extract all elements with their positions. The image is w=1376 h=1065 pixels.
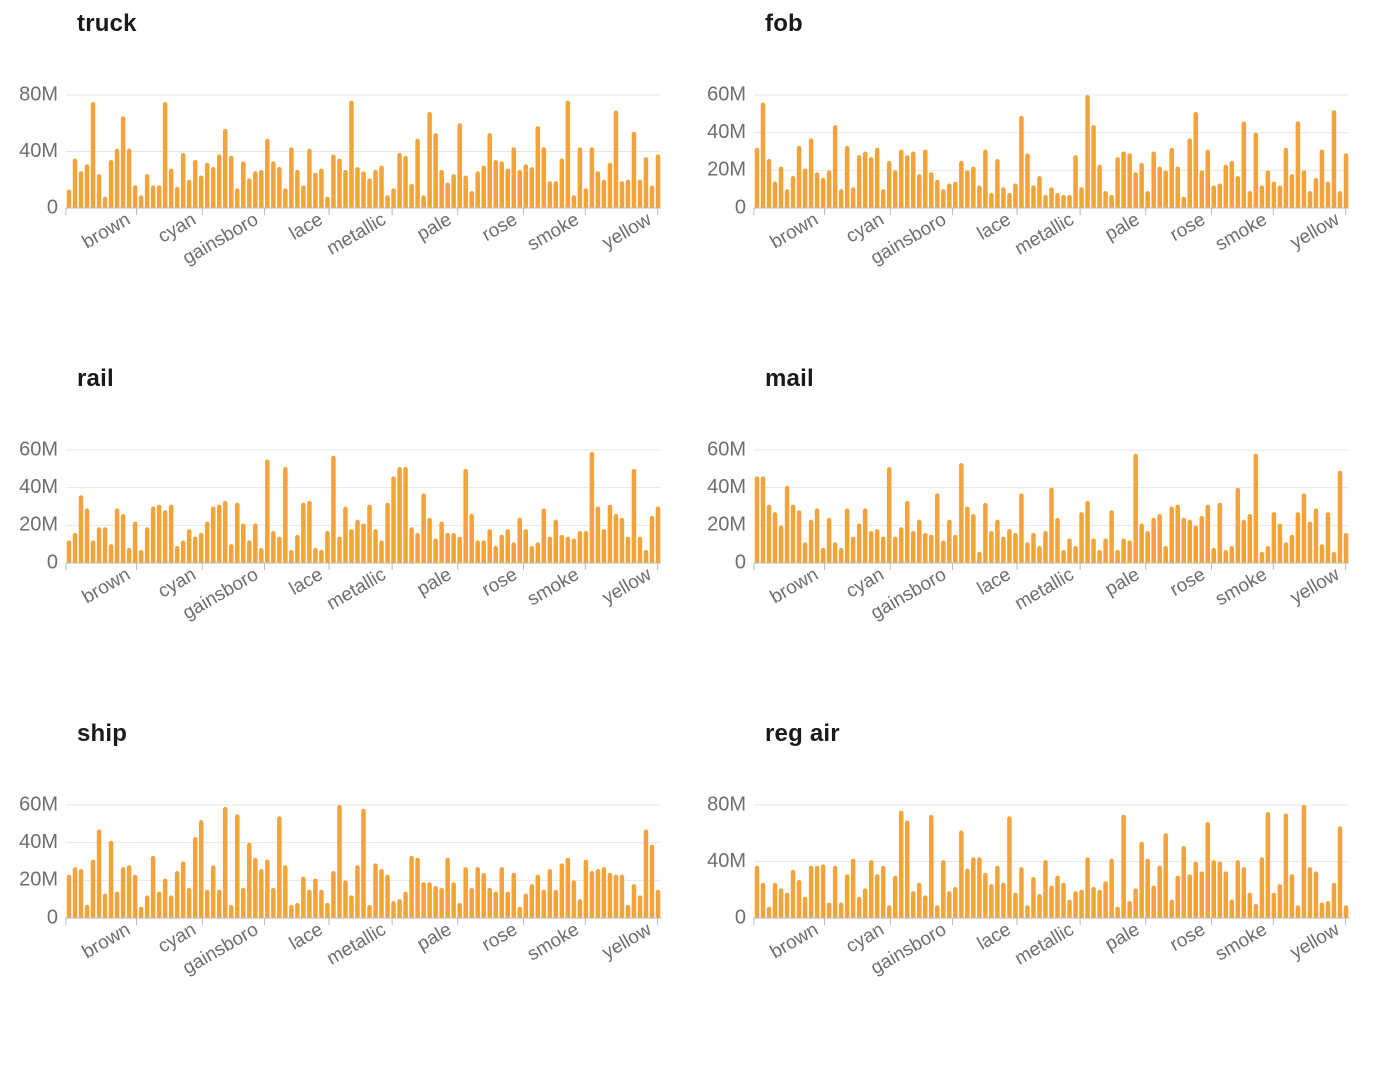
svg-text:0: 0 xyxy=(735,196,746,218)
svg-text:pale: pale xyxy=(1102,209,1144,245)
svg-text:80M: 80M xyxy=(707,793,746,815)
svg-text:rose: rose xyxy=(1166,919,1209,956)
svg-text:40M: 40M xyxy=(19,140,58,162)
svg-text:brown: brown xyxy=(767,564,822,608)
svg-text:yellow: yellow xyxy=(1287,209,1343,254)
svg-text:yellow: yellow xyxy=(1287,919,1343,964)
svg-text:smoke: smoke xyxy=(1212,919,1271,965)
svg-text:cyan: cyan xyxy=(155,919,200,957)
svg-text:cyan: cyan xyxy=(155,209,200,247)
svg-text:40M: 40M xyxy=(707,121,746,143)
svg-text:yellow: yellow xyxy=(599,209,655,254)
svg-text:metallic: metallic xyxy=(323,209,389,259)
svg-text:smoke: smoke xyxy=(1212,564,1271,610)
svg-text:brown: brown xyxy=(79,209,134,253)
svg-text:metallic: metallic xyxy=(1011,919,1077,969)
svg-text:smoke: smoke xyxy=(524,564,583,610)
svg-text:0: 0 xyxy=(47,551,58,573)
svg-text:brown: brown xyxy=(79,564,134,608)
svg-text:rose: rose xyxy=(1166,564,1209,601)
svg-text:pale: pale xyxy=(414,564,456,600)
svg-text:lace: lace xyxy=(974,919,1015,955)
svg-text:smoke: smoke xyxy=(1212,209,1271,255)
svg-text:20M: 20M xyxy=(707,159,746,181)
svg-text:60M: 60M xyxy=(19,438,58,460)
svg-text:brown: brown xyxy=(767,209,822,253)
svg-text:lace: lace xyxy=(974,209,1015,245)
svg-text:20M: 20M xyxy=(19,514,58,536)
svg-text:pale: pale xyxy=(1102,564,1144,600)
svg-text:smoke: smoke xyxy=(524,919,583,965)
svg-text:20M: 20M xyxy=(19,869,58,891)
svg-text:40M: 40M xyxy=(19,831,58,853)
svg-text:cyan: cyan xyxy=(155,564,200,602)
svg-text:lace: lace xyxy=(286,919,327,955)
svg-text:40M: 40M xyxy=(707,476,746,498)
svg-text:40M: 40M xyxy=(707,850,746,872)
svg-text:metallic: metallic xyxy=(1011,209,1077,259)
svg-text:rose: rose xyxy=(478,209,521,246)
svg-text:0: 0 xyxy=(735,906,746,928)
svg-text:metallic: metallic xyxy=(1011,564,1077,614)
svg-text:60M: 60M xyxy=(707,83,746,105)
svg-text:yellow: yellow xyxy=(599,564,655,609)
svg-text:yellow: yellow xyxy=(599,919,655,964)
svg-text:cyan: cyan xyxy=(843,209,888,247)
svg-text:brown: brown xyxy=(79,919,134,963)
svg-text:0: 0 xyxy=(735,551,746,573)
svg-text:pale: pale xyxy=(1102,919,1144,955)
svg-text:rose: rose xyxy=(1166,209,1209,246)
svg-text:0: 0 xyxy=(47,196,58,218)
svg-text:60M: 60M xyxy=(19,793,58,815)
svg-text:lace: lace xyxy=(974,564,1015,600)
svg-text:metallic: metallic xyxy=(323,919,389,969)
svg-text:rose: rose xyxy=(478,564,521,601)
svg-text:60M: 60M xyxy=(707,438,746,460)
svg-text:brown: brown xyxy=(767,919,822,963)
svg-text:cyan: cyan xyxy=(843,919,888,957)
svg-text:pale: pale xyxy=(414,209,456,245)
svg-text:cyan: cyan xyxy=(843,564,888,602)
svg-text:rose: rose xyxy=(478,919,521,956)
svg-text:40M: 40M xyxy=(19,476,58,498)
svg-text:80M: 80M xyxy=(19,83,58,105)
svg-text:lace: lace xyxy=(286,564,327,600)
svg-text:lace: lace xyxy=(286,209,327,245)
svg-text:smoke: smoke xyxy=(524,209,583,255)
svg-text:yellow: yellow xyxy=(1287,564,1343,609)
svg-text:20M: 20M xyxy=(707,514,746,536)
svg-text:pale: pale xyxy=(414,919,456,955)
svg-text:0: 0 xyxy=(47,906,58,928)
svg-text:metallic: metallic xyxy=(323,564,389,614)
